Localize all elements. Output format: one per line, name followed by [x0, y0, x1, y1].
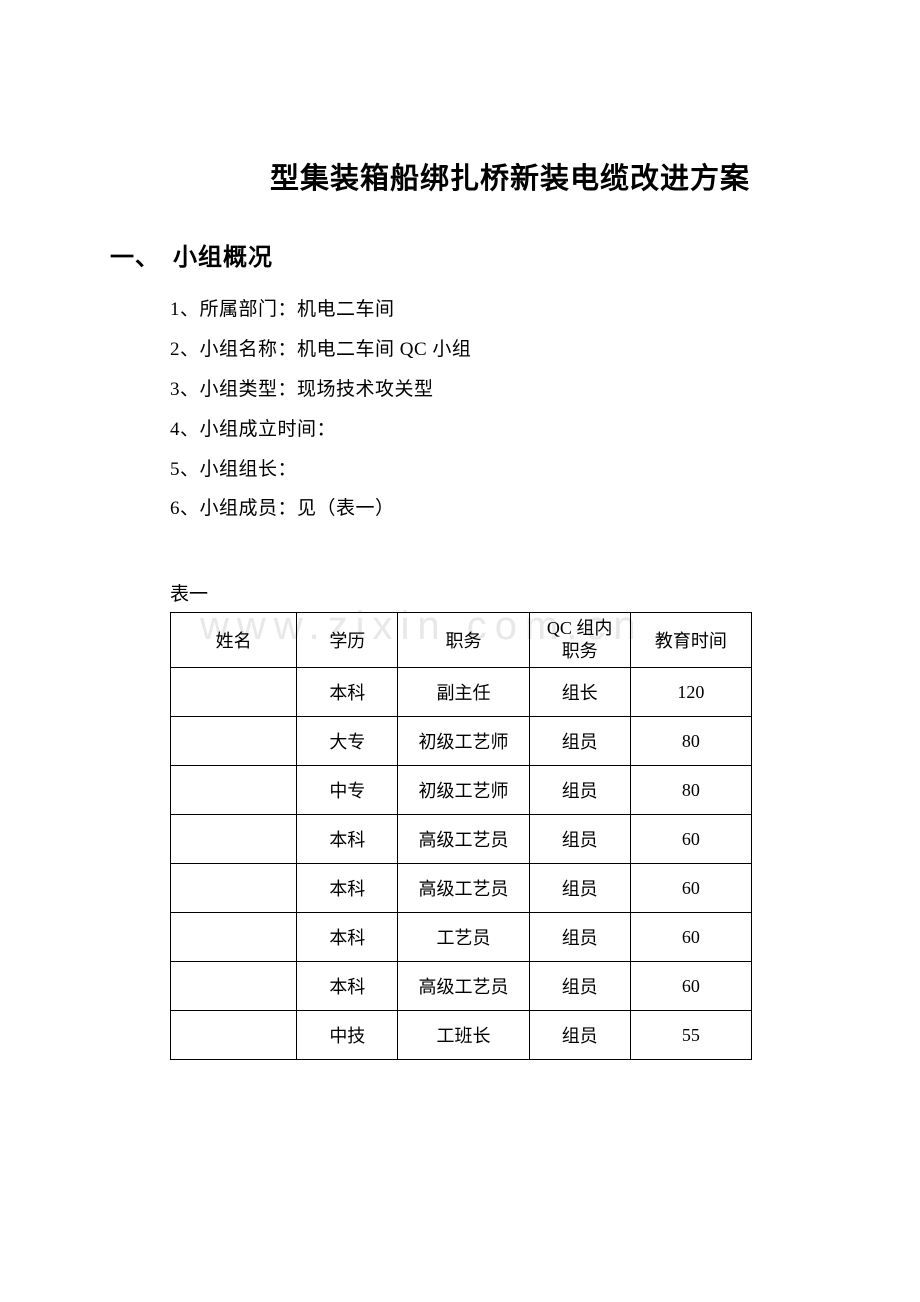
cell-time: 60: [630, 913, 751, 962]
table-row: 本科高级工艺员组员60: [171, 962, 752, 1011]
header-job: 职务: [398, 613, 529, 668]
table-row: 中专初级工艺师组员80: [171, 766, 752, 815]
list-item-5: 5、小组组长：: [170, 450, 810, 490]
cell-job: 初级工艺师: [398, 717, 529, 766]
cell-job: 高级工艺员: [398, 962, 529, 1011]
cell-name: [171, 668, 297, 717]
cell-edu: 本科: [297, 864, 398, 913]
table-row: 本科高级工艺员组员60: [171, 864, 752, 913]
cell-qc: 组员: [529, 717, 630, 766]
header-qc-role: QC 组内 职务: [529, 613, 630, 668]
cell-edu: 本科: [297, 913, 398, 962]
cell-job: 高级工艺员: [398, 864, 529, 913]
section-heading-1: 一、 小组概况: [110, 237, 810, 272]
table-header-row: 姓名 学历 职务 QC 组内 职务 教育时间: [171, 613, 752, 668]
cell-name: [171, 815, 297, 864]
cell-job: 工艺员: [398, 913, 529, 962]
cell-time: 60: [630, 864, 751, 913]
cell-job: 初级工艺师: [398, 766, 529, 815]
header-name: 姓名: [171, 613, 297, 668]
cell-name: [171, 864, 297, 913]
cell-time: 80: [630, 717, 751, 766]
cell-job: 工班长: [398, 1011, 529, 1060]
list-item-2: 2、小组名称：机电二车间 QC 小组: [170, 330, 810, 370]
cell-edu: 本科: [297, 962, 398, 1011]
table-row: 本科高级工艺员组员60: [171, 815, 752, 864]
table-caption: 表一: [170, 579, 810, 606]
table-row: 本科副主任组长120: [171, 668, 752, 717]
cell-name: [171, 962, 297, 1011]
list-item-3: 3、小组类型：现场技术攻关型: [170, 370, 810, 410]
cell-name: [171, 1011, 297, 1060]
cell-qc: 组员: [529, 766, 630, 815]
list-item-6: 6、小组成员：见（表一）: [170, 489, 810, 529]
cell-time: 60: [630, 962, 751, 1011]
overview-list: 1、所属部门：机电二车间 2、小组名称：机电二车间 QC 小组 3、小组类型：现…: [170, 290, 810, 529]
page-container: 型集装箱船绑扎桥新装电缆改进方案 一、 小组概况 1、所属部门：机电二车间 2、…: [0, 0, 920, 1060]
cell-edu: 中专: [297, 766, 398, 815]
header-qc-line1: QC 组内: [534, 617, 626, 640]
cell-time: 120: [630, 668, 751, 717]
cell-qc: 组员: [529, 864, 630, 913]
header-education: 学历: [297, 613, 398, 668]
cell-qc: 组员: [529, 962, 630, 1011]
cell-qc: 组员: [529, 1011, 630, 1060]
cell-qc: 组长: [529, 668, 630, 717]
cell-time: 80: [630, 766, 751, 815]
cell-job: 高级工艺员: [398, 815, 529, 864]
cell-edu: 中技: [297, 1011, 398, 1060]
cell-edu: 本科: [297, 668, 398, 717]
cell-time: 60: [630, 815, 751, 864]
table-row: 大专初级工艺师组员80: [171, 717, 752, 766]
cell-time: 55: [630, 1011, 751, 1060]
cell-qc: 组员: [529, 815, 630, 864]
table-body: 本科副主任组长120大专初级工艺师组员80中专初级工艺师组员80本科高级工艺员组…: [171, 668, 752, 1060]
cell-edu: 大专: [297, 717, 398, 766]
list-item-4: 4、小组成立时间：: [170, 410, 810, 450]
header-qc-line2: 职务: [534, 640, 626, 663]
document-title: 型集装箱船绑扎桥新装电缆改进方案: [210, 155, 810, 197]
members-table: 姓名 学历 职务 QC 组内 职务 教育时间 本科副主任组长120大专初级工艺师…: [170, 612, 752, 1060]
cell-qc: 组员: [529, 913, 630, 962]
cell-job: 副主任: [398, 668, 529, 717]
cell-name: [171, 766, 297, 815]
cell-name: [171, 717, 297, 766]
cell-edu: 本科: [297, 815, 398, 864]
list-item-1: 1、所属部门：机电二车间: [170, 290, 810, 330]
table-row: 中技工班长组员55: [171, 1011, 752, 1060]
header-edu-time: 教育时间: [630, 613, 751, 668]
cell-name: [171, 913, 297, 962]
table-row: 本科工艺员组员60: [171, 913, 752, 962]
